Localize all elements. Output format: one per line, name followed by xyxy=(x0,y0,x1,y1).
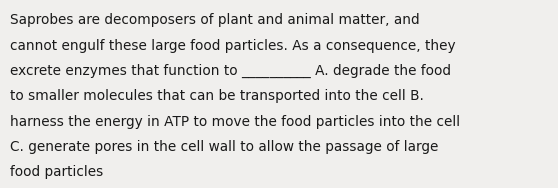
Text: cannot engulf these large food particles. As a consequence, they: cannot engulf these large food particles… xyxy=(10,39,456,52)
Text: harness the energy in ATP to move the food particles into the cell: harness the energy in ATP to move the fo… xyxy=(10,115,460,129)
Text: Saprobes are decomposers of plant and animal matter, and: Saprobes are decomposers of plant and an… xyxy=(10,13,420,27)
Text: to smaller molecules that can be transported into the cell B.: to smaller molecules that can be transpo… xyxy=(10,89,424,103)
Text: excrete enzymes that function to __________ A. degrade the food: excrete enzymes that function to _______… xyxy=(10,64,451,78)
Text: C. generate pores in the cell wall to allow the passage of large: C. generate pores in the cell wall to al… xyxy=(10,140,439,154)
Text: food particles: food particles xyxy=(10,165,103,179)
